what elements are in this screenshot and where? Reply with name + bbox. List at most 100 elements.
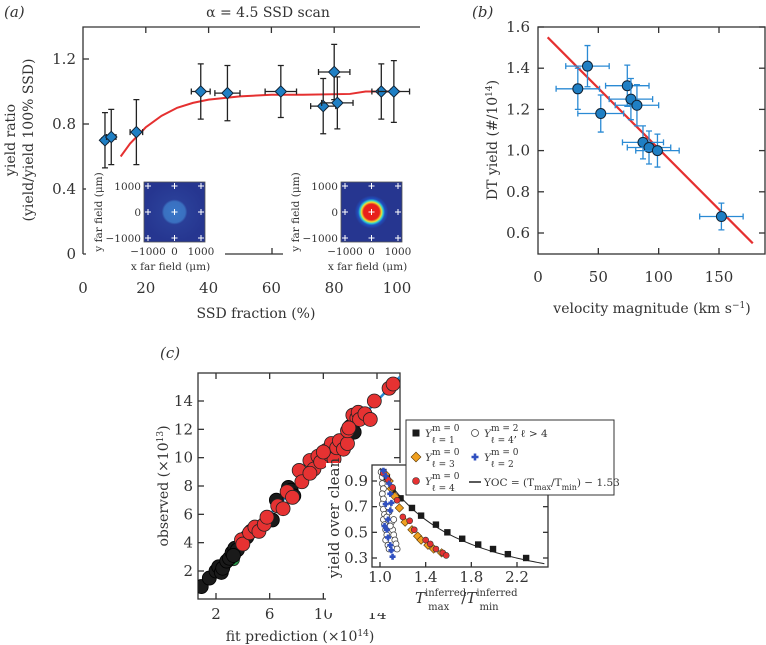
axes-frame-b <box>537 26 766 255</box>
data-point-b <box>715 211 727 223</box>
data-point-a <box>327 65 341 79</box>
data-point-red <box>275 501 291 517</box>
panel-b: (b) DT yield (#/1014) velocity magnitude… <box>472 3 766 317</box>
legend-label: Ym = 2 ℓ = 4, ℓ > 4 <box>484 424 548 446</box>
cross-marker <box>383 526 390 533</box>
inset-grid-tick <box>368 235 375 241</box>
panel-label-c: (c) <box>160 344 180 362</box>
y-tick-label-c: 12 <box>174 420 193 438</box>
inset-y-tick-label: 0.9 <box>344 472 368 490</box>
inset-y-tick-label: −1000 <box>105 233 141 245</box>
circle-marker <box>426 540 434 548</box>
inset-grid-tick <box>395 183 401 189</box>
label-part: Y <box>484 428 492 440</box>
cross-marker <box>386 480 393 487</box>
legend-item-l2: Ym = 0 ℓ = 2 <box>471 448 519 470</box>
circle-marker <box>399 513 407 521</box>
y-tick-label-c: 4 <box>183 534 193 552</box>
cross-marker <box>471 453 479 461</box>
inset-grid-tick <box>395 209 401 215</box>
x-tick-label-c: 2 <box>211 605 221 623</box>
square-marker <box>522 554 530 562</box>
label-sup: m = 0 <box>432 448 460 458</box>
label-part: T <box>415 589 426 607</box>
data-point-b <box>651 145 663 157</box>
data-point-a <box>194 85 208 98</box>
inset-grid-tick <box>368 209 375 215</box>
cross-marker <box>380 467 387 474</box>
label-sup: inferred <box>476 588 518 599</box>
legend-label: YOC = (Tmax/Tmin) − 1.53 <box>483 477 620 492</box>
y-tick-label-b: 0.8 <box>506 183 530 201</box>
cross-marker <box>388 547 395 554</box>
panel-c: (c) observed (×1013) fit prediction (×10… <box>156 344 620 645</box>
cross-marker <box>384 516 391 523</box>
y-axis-label-a-line1: yield ratio <box>3 104 19 177</box>
label-part: ) − 1.53 <box>577 477 620 489</box>
square-marker <box>474 541 482 548</box>
y-tick-label-b: 1.6 <box>506 18 530 36</box>
inset-x-tick-label: −1000 <box>327 246 363 258</box>
circle-marker <box>432 545 440 553</box>
data-point-red <box>235 536 251 552</box>
diamond-marker <box>410 451 422 463</box>
label-sup: inferred <box>425 588 467 599</box>
label-part: YOC = (T <box>483 477 534 489</box>
data-point-b <box>572 83 584 95</box>
inset-x-axis-label: Tinferred max/Tinferred min <box>415 588 518 613</box>
square-marker <box>412 429 420 437</box>
data-point-red <box>315 444 331 460</box>
cross-marker <box>389 553 396 560</box>
data-point-red <box>366 393 382 409</box>
fit-line-b <box>546 36 754 245</box>
x-axis-label-b: velocity magnitude (km s−1) <box>552 301 750 317</box>
data-point-red <box>302 465 318 481</box>
circle-marker <box>393 496 401 504</box>
data-point-a <box>316 99 330 113</box>
inset-y-axis-label: y far field (μm) <box>290 172 302 252</box>
label-sub: ℓ = 4 <box>490 436 514 446</box>
label-part: Y <box>425 452 433 464</box>
inset-x-tick-label: 1.0 <box>368 568 392 586</box>
x-axis-label-b-end: ) <box>745 301 750 317</box>
circle-marker <box>422 536 429 544</box>
cross-marker <box>387 507 394 514</box>
label-part: , ℓ > 4 <box>514 428 548 440</box>
data-point-a <box>221 86 234 100</box>
label-sub: ℓ = 3 <box>431 460 455 470</box>
cross-marker <box>382 501 389 508</box>
label-part: Y <box>425 428 433 440</box>
data-point-b <box>621 80 633 92</box>
data-point-a <box>387 85 401 98</box>
label-sub: ℓ = 1 <box>431 436 454 446</box>
cross-marker <box>384 534 391 541</box>
y-axis-label-b-sup: 14 <box>485 85 495 97</box>
circle-marker <box>442 552 450 559</box>
label-part: / <box>461 589 467 607</box>
label-sub: min <box>562 483 577 492</box>
open-circle-marker <box>386 522 394 530</box>
cross-marker <box>388 499 395 506</box>
data-point-b <box>595 108 607 120</box>
label-sup: m = 0 <box>432 424 460 434</box>
x-tick-label-b: 0 <box>533 268 543 286</box>
label-part: Y <box>484 452 492 464</box>
x-tick-label-a: 0 <box>78 279 88 297</box>
label-sub: max <box>428 602 449 613</box>
inset-y-tick-label: 1000 <box>114 181 141 193</box>
inset-y-tick-label: 1000 <box>311 181 338 193</box>
inset-y-tick-label: 0.5 <box>344 523 368 541</box>
inset-grid-tick <box>171 183 178 189</box>
inset-x-tick-label: −1000 <box>130 246 166 258</box>
legend-item-yoc: YOC = (Tmax/Tmin) − 1.53 <box>469 477 620 492</box>
data-point-black <box>226 548 241 563</box>
x-tick-label-a: 20 <box>136 279 155 297</box>
y-tick-label-a: 1.2 <box>52 50 76 68</box>
label-sub: max <box>534 483 551 492</box>
legend-item-l4: Ym = 0 ℓ = 4 <box>412 472 460 494</box>
circle-marker <box>410 526 418 534</box>
data-point-b <box>631 99 643 111</box>
inset-x-tick-label: 0 <box>171 246 178 258</box>
